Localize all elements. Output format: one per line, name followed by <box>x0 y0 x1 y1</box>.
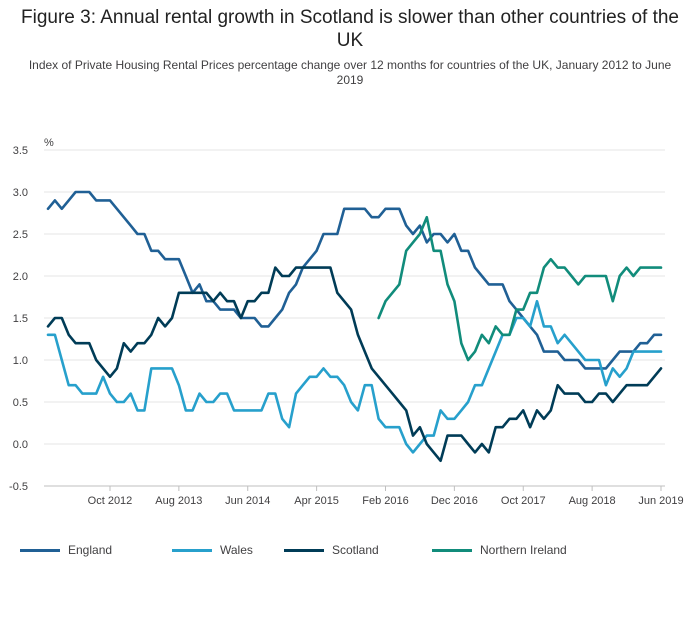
y-axis-label: % <box>44 137 54 149</box>
series-line-england <box>46 190 663 370</box>
chart-title: Figure 3: Annual rental growth in Scotla… <box>21 7 679 51</box>
x-tick-label: Oct 2017 <box>501 495 546 507</box>
x-tick-label: Apr 2015 <box>294 495 339 507</box>
series-line-wales <box>46 299 663 454</box>
legend: England Wales Scotland Northern Ireland <box>20 542 680 558</box>
y-tick-label: 2.5 <box>13 229 28 241</box>
legend-swatch <box>284 549 324 552</box>
x-tick-label: Aug 2018 <box>569 495 616 507</box>
series-line-scotland <box>46 266 663 463</box>
y-tick-label: 3.0 <box>13 187 28 199</box>
x-tick-label: Dec 2016 <box>431 495 478 507</box>
legend-swatch <box>20 549 60 552</box>
legend-swatch <box>172 549 212 552</box>
x-tick-label: Oct 2012 <box>88 495 133 507</box>
y-tick-label: 1.0 <box>13 355 28 367</box>
x-tick-label: Jun 2014 <box>225 495 270 507</box>
legend-label: Scotland <box>332 543 379 557</box>
y-tick-label: 0.0 <box>13 439 28 451</box>
legend-swatch <box>432 549 472 552</box>
x-tick-label: Aug 2013 <box>155 495 202 507</box>
y-axis-ticks: 3.5 3.0 2.5 2.0 1.5 1.0 0.5 0.0 -0.5 <box>9 145 28 493</box>
legend-label: Wales <box>220 543 253 557</box>
series-lines <box>46 190 663 463</box>
x-axis: Oct 2012 Aug 2013 Jun 2014 Apr 2015 Feb 2016… <box>44 485 684 507</box>
y-tick-label: -0.5 <box>9 481 28 493</box>
series-line-northern-ireland <box>377 215 663 362</box>
y-tick-label: 3.5 <box>13 145 28 157</box>
line-chart: 3.5 3.0 2.5 2.0 1.5 1.0 0.5 0.0 -0.5 % Oct 2012 A… <box>9 137 684 507</box>
chart-subtitle: Index of Private Housing Rental Prices p… <box>28 58 672 87</box>
y-tick-label: 2.0 <box>13 271 28 283</box>
x-tick-label: Jun 2019 <box>638 495 683 507</box>
y-tick-label: 0.5 <box>13 397 28 409</box>
legend-label: England <box>68 543 113 557</box>
y-tick-label: 1.5 <box>13 313 28 325</box>
legend-label: Northern Ireland <box>480 543 567 557</box>
x-tick-label: Feb 2016 <box>362 495 408 507</box>
